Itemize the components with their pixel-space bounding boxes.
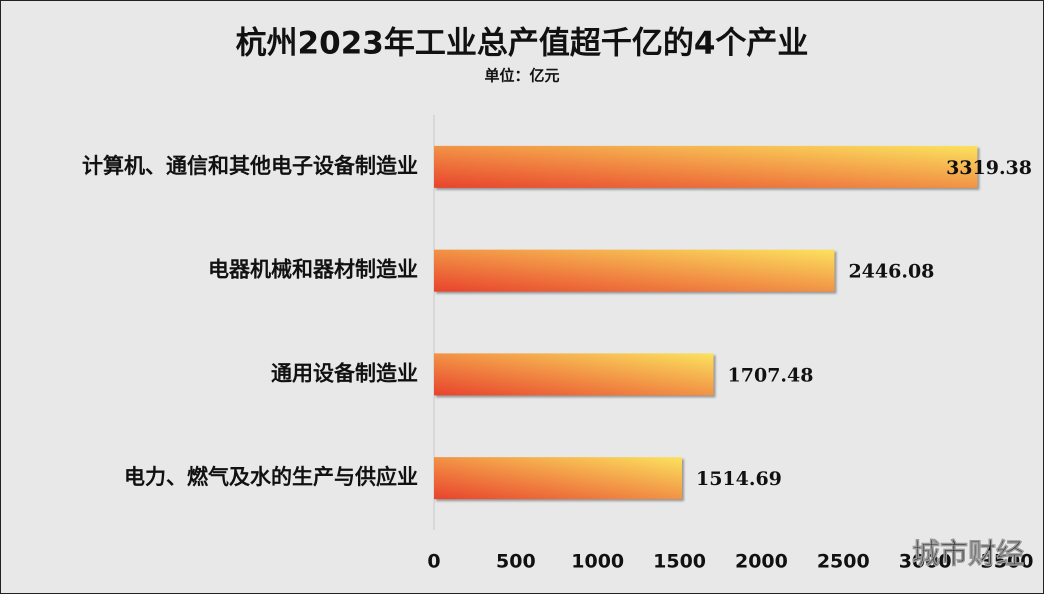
value-label: 1707.48: [728, 364, 814, 386]
category-label: 电器机械和器材制造业: [208, 258, 418, 282]
x-tick-label: 1000: [571, 551, 624, 573]
bar: [434, 353, 714, 396]
value-label: 2446.08: [848, 261, 934, 283]
x-tick-label: 500: [496, 551, 536, 573]
chart-title: 杭州2023年工业总产值超千亿的4个产业: [236, 26, 809, 62]
x-tick-label: 3500: [981, 551, 1034, 573]
chart-subtitle: 单位：亿元: [484, 67, 559, 85]
bar: [434, 145, 978, 188]
x-tick-label: 0: [427, 551, 440, 573]
x-tick-label: 2500: [817, 551, 870, 573]
x-tick-label: 1500: [653, 551, 706, 573]
category-label: 通用设备制造业: [271, 361, 418, 385]
value-label: 3319.38: [946, 157, 1032, 179]
bar: [434, 457, 682, 500]
x-tick-label: 3000: [899, 551, 952, 573]
x-tick-label: 2000: [735, 551, 788, 573]
watermark: 城市财经: [912, 537, 1024, 570]
category-label: 计算机、通信和其他电子设备制造业: [82, 154, 418, 178]
bar: [434, 249, 835, 292]
category-label: 电力、燃气及水的生产与供应业: [124, 465, 418, 489]
value-label: 1514.69: [696, 468, 782, 490]
